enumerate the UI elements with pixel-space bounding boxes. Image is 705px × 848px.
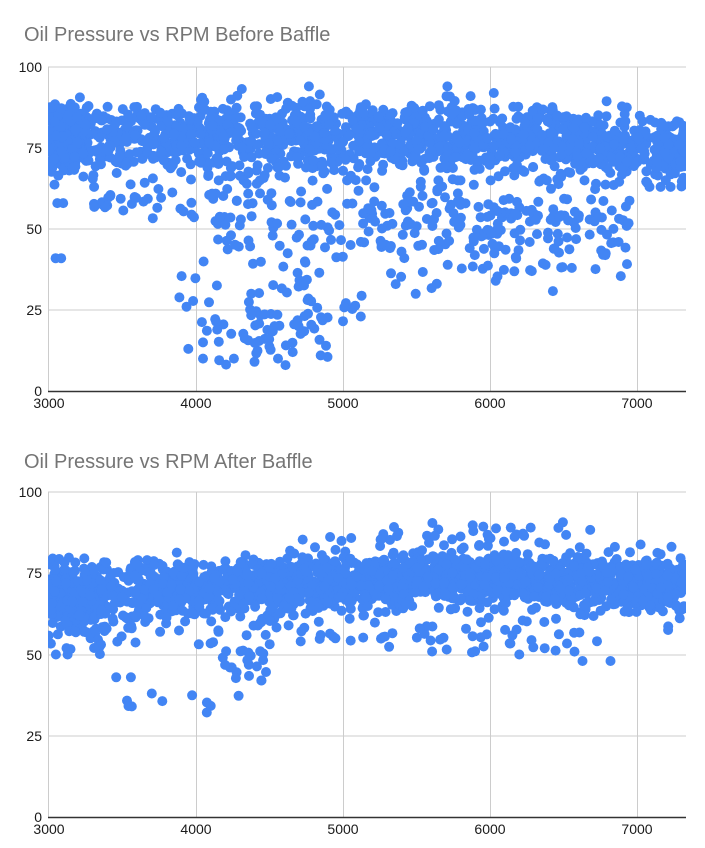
chart-title: Oil Pressure vs RPM Before Baffle — [24, 24, 330, 46]
x-tick-label: 5000 — [327, 395, 358, 411]
x-tick-label: 4000 — [180, 821, 211, 837]
x-tick-label: 6000 — [474, 821, 505, 837]
y-tick-label: 75 — [26, 565, 42, 581]
y-tick-label: 25 — [26, 302, 42, 318]
x-tick-label: 6000 — [474, 395, 505, 411]
x-tick-label: 4000 — [180, 395, 211, 411]
scatter-points — [48, 81, 686, 371]
y-tick-label: 100 — [19, 484, 43, 500]
x-tick-label: 3000 — [33, 395, 64, 411]
chart-before-baffle[interactable]: Oil Pressure vs RPM Before Baffle 100 75… — [19, 24, 690, 411]
x-tick-label: 3000 — [33, 821, 64, 837]
y-tick-label: 0 — [34, 809, 42, 825]
x-tick-label: 7000 — [621, 395, 652, 411]
chart-after-baffle[interactable]: Oil Pressure vs RPM After Baffle 100 75 … — [19, 451, 691, 837]
chart-title: Oil Pressure vs RPM After Baffle — [24, 451, 313, 473]
y-tick-label: 50 — [26, 221, 42, 237]
y-tick-label: 75 — [26, 140, 42, 156]
scatter-points — [48, 517, 686, 718]
y-tick-label: 25 — [26, 728, 42, 744]
x-tick-label: 5000 — [327, 821, 358, 837]
y-tick-label: 100 — [19, 59, 43, 75]
x-tick-label: 7000 — [621, 821, 652, 837]
y-tick-label: 0 — [34, 383, 42, 399]
y-tick-label: 50 — [26, 647, 42, 663]
